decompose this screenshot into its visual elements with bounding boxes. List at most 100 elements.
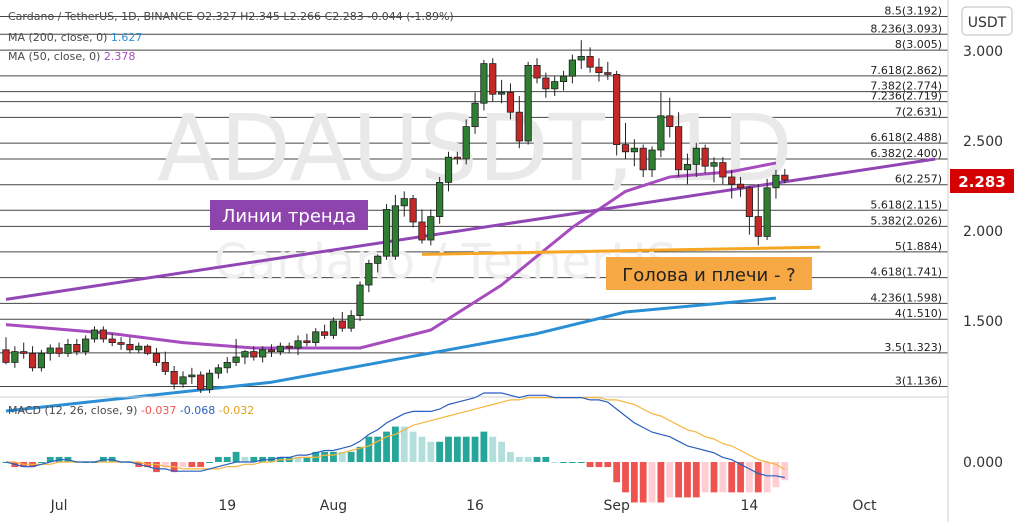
- time-tick: Aug: [320, 498, 347, 514]
- macd-histogram-bar: [515, 456, 523, 462]
- candle-body: [303, 340, 311, 343]
- macd-histogram-bar: [737, 462, 744, 493]
- neckline-line: [421, 245, 821, 256]
- macd-histogram-bar: [250, 456, 258, 462]
- candle-body: [409, 198, 417, 223]
- candle-body: [675, 126, 683, 171]
- macd-histogram-bar: [356, 446, 364, 462]
- candle-body: [197, 374, 205, 390]
- macd-histogram-bar: [409, 431, 417, 462]
- candle-body: [391, 205, 400, 257]
- candle-body: [772, 174, 780, 189]
- candle-body: [205, 372, 214, 390]
- candle-body: [630, 147, 638, 153]
- time-tick: Jul: [50, 498, 68, 514]
- trend-label-box[interactable]: [210, 200, 368, 230]
- macd-histogram-bar: [701, 462, 709, 493]
- candle-body: [152, 352, 161, 363]
- candle-body: [241, 351, 249, 358]
- header-legend: Cardano / TetherUS, 1D, BINANCE O2.327 H…: [8, 10, 454, 417]
- candle-body: [418, 221, 426, 241]
- candle-body: [480, 63, 488, 104]
- macd-histogram-bar: [551, 462, 559, 463]
- candle-body: [666, 115, 674, 128]
- macd-legend: MACD (12, 26, close, 9) -0.037 -0.068 -0…: [8, 404, 254, 417]
- fib-labels: 8.5(3.192) 8.236(3.093) 8(3.005) 7.618(2.86…: [870, 4, 942, 387]
- macd-histogram-bar: [498, 441, 505, 462]
- macd-histogram-bar: [719, 462, 727, 493]
- macd-histogram-bar: [365, 436, 373, 462]
- macd-histogram-bar: [374, 436, 382, 462]
- fib-level-label: 7.382(2.774): [870, 80, 942, 93]
- fib-level-label: 3(1.136): [895, 375, 942, 388]
- macd-histogram-bar: [613, 462, 621, 483]
- candle-body: [577, 56, 585, 61]
- candle-body: [2, 349, 10, 363]
- macd-histogram-bar: [692, 462, 700, 498]
- candle-body: [188, 374, 196, 378]
- time-tick: 19: [218, 498, 236, 514]
- candle-body: [259, 349, 267, 358]
- macd-histogram-bar: [215, 456, 222, 462]
- candle-body: [763, 187, 771, 237]
- hs-label-box[interactable]: [606, 257, 812, 290]
- candle-body: [347, 315, 355, 329]
- macd-histogram-bar: [507, 451, 514, 462]
- macd-histogram-bar: [630, 462, 638, 503]
- fib-level-label: 8.5(3.192): [884, 4, 942, 17]
- ma200-legend: MA (200, close, 0) 1.627: [8, 31, 142, 44]
- candle-body: [356, 284, 364, 317]
- macd-histogram-bar: [604, 462, 612, 468]
- macd-histogram-bar: [153, 462, 160, 473]
- candle-body: [37, 352, 46, 369]
- macd-histogram-bar: [524, 456, 532, 462]
- macd-histogram-bar: [480, 431, 488, 462]
- macd-histogram-bar: [622, 462, 629, 493]
- candle-body: [267, 349, 276, 352]
- macd-histogram-bar: [675, 462, 682, 498]
- trend-label-text: Линии тренда: [222, 206, 356, 227]
- candle-body: [108, 338, 116, 343]
- currency-label: USDT: [968, 15, 1007, 31]
- fib-level-label: 5.618(2.115): [870, 198, 942, 211]
- macd-histogram-bar: [294, 456, 302, 462]
- candle-body: [276, 345, 284, 353]
- currency-button[interactable]: [961, 6, 1013, 36]
- candle-body: [11, 351, 19, 363]
- candle-body: [595, 66, 603, 73]
- macd-histogram-bar: [763, 462, 771, 493]
- candle-body: [46, 347, 54, 354]
- candle-body: [657, 115, 665, 151]
- macd-histogram-bar: [666, 462, 674, 498]
- ma200-line: [5, 296, 777, 413]
- price-axis[interactable]: 3.000 2.500 2.000 1.500 0.000: [963, 44, 1003, 471]
- candle-body: [533, 65, 541, 79]
- candle-body: [126, 343, 134, 351]
- macd-histogram-bar: [595, 462, 603, 468]
- indicator-lines: [5, 157, 936, 413]
- macd-histogram-bar: [728, 462, 736, 493]
- candle-body: [329, 320, 338, 336]
- macd-pane: [2, 392, 789, 503]
- fib-level-label: 4.236(1.598): [870, 291, 942, 304]
- candle-body: [250, 351, 258, 358]
- candle-body: [683, 163, 692, 171]
- time-axis[interactable]: Jul 19 Aug 16 Sep 14 Oct: [50, 498, 877, 514]
- macd-histogram-bar: [38, 462, 45, 463]
- candle-body: [515, 111, 523, 142]
- macd-histogram-bar: [427, 441, 435, 462]
- candle-body: [64, 343, 72, 354]
- time-tick: 16: [466, 498, 484, 514]
- candle-body: [736, 183, 745, 189]
- macd-histogram-bar: [206, 462, 213, 463]
- candles: [2, 40, 789, 393]
- candle-body: [161, 361, 169, 372]
- candle-body: [604, 72, 612, 75]
- fib-level-label: 7.618(2.862): [870, 64, 942, 77]
- macd-histogram-bar: [418, 436, 426, 462]
- fib-level-label: 6.618(2.488): [870, 131, 942, 144]
- candle-body: [400, 198, 408, 207]
- candle-body: [135, 345, 143, 351]
